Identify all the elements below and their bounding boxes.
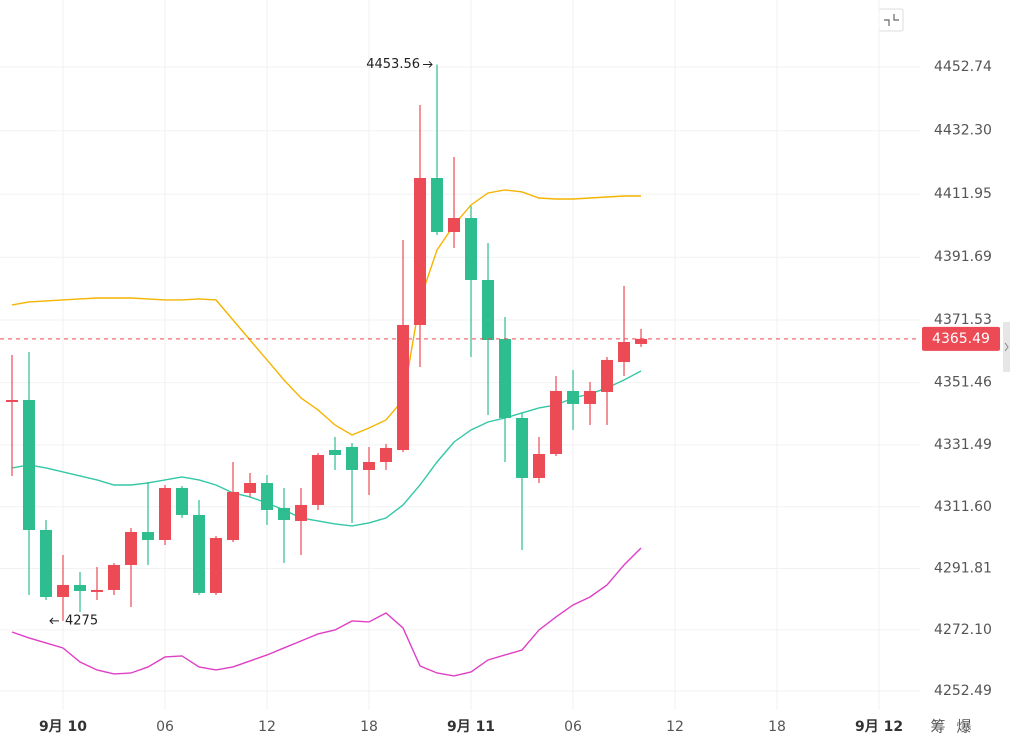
candle-body	[142, 531, 155, 540]
candle-body	[414, 177, 427, 325]
candle-body	[125, 531, 138, 565]
candle-body	[40, 529, 53, 597]
band-line	[11, 189, 642, 436]
candle-body	[108, 564, 121, 590]
y-tick-label: 4331.49	[934, 437, 992, 453]
candle-body	[618, 341, 631, 362]
candle-body	[261, 482, 274, 510]
button-icon	[884, 14, 899, 26]
candle-body	[380, 447, 393, 462]
candle-body	[482, 279, 495, 340]
x-tick-label: 9月 12	[855, 719, 903, 735]
x-tick-label: 06	[564, 719, 582, 735]
band-line	[11, 370, 642, 527]
band-line	[11, 547, 642, 677]
candle-body	[465, 218, 478, 280]
candle-body	[363, 461, 376, 470]
candle-body	[295, 504, 308, 521]
candle-body	[601, 359, 614, 392]
x-tick-label: 12	[258, 719, 276, 735]
annotation-arrow	[49, 617, 60, 625]
candle-body	[584, 390, 597, 404]
annotation-arrow	[423, 61, 433, 68]
candle-body	[278, 507, 291, 520]
candle-body	[431, 177, 444, 232]
y-tick-label: 4272.10	[934, 622, 992, 638]
candle-body	[397, 324, 410, 450]
button-frame[interactable]	[878, 8, 904, 32]
candle-body	[193, 514, 206, 593]
y-tick-label: 4371.53	[934, 312, 992, 328]
low-annotation: 4275	[65, 613, 98, 628]
candle-body	[550, 390, 563, 454]
y-tick-label: 4311.60	[934, 499, 992, 515]
candle-body	[57, 584, 70, 597]
grid	[0, 0, 920, 710]
x-tick-label: 9月 11	[447, 719, 495, 735]
candle-body	[159, 487, 172, 540]
y-tick-label: 4432.30	[934, 123, 992, 139]
x-tick-label: 06	[156, 719, 174, 735]
candle-body	[329, 449, 342, 455]
candle-body	[567, 390, 580, 404]
candle-body	[74, 584, 87, 591]
candle-body	[244, 482, 257, 493]
candle-body	[6, 399, 19, 402]
x-tick-label: 9月 10	[39, 719, 87, 735]
y-tick-label: 4411.95	[934, 186, 992, 202]
last-price-tag	[922, 326, 1000, 351]
y-tick-label: 4452.74	[934, 59, 992, 75]
y-tick-label: 4252.49	[934, 683, 992, 699]
y-tick-label: 4351.46	[934, 375, 992, 391]
side-tab-icon	[1004, 342, 1009, 352]
candle-body	[448, 218, 461, 232]
candle-body	[23, 399, 36, 530]
candle-body	[516, 417, 529, 478]
last-price-label: 4365.49	[932, 331, 990, 347]
toolbar-item[interactable]: 爆	[956, 718, 971, 736]
candle-body	[176, 487, 189, 515]
candle-body	[346, 446, 359, 470]
x-tick-label: 18	[360, 719, 378, 735]
candle-body	[210, 537, 223, 593]
side-tab[interactable]	[1003, 322, 1010, 372]
candle-body	[91, 589, 104, 592]
candle-body	[533, 453, 546, 478]
y-tick-label: 4291.81	[934, 560, 992, 576]
toolbar-item[interactable]: 筹	[930, 718, 945, 736]
y-tick-label: 4391.69	[934, 249, 992, 265]
layout-button[interactable]	[878, 8, 904, 32]
candle-body	[227, 491, 240, 540]
candle-body	[635, 338, 648, 344]
candle-body	[499, 338, 512, 418]
x-tick-label: 18	[768, 719, 786, 735]
candle-body	[312, 454, 325, 505]
x-tick-label: 12	[666, 719, 684, 735]
high-annotation: 4453.56	[366, 57, 420, 72]
